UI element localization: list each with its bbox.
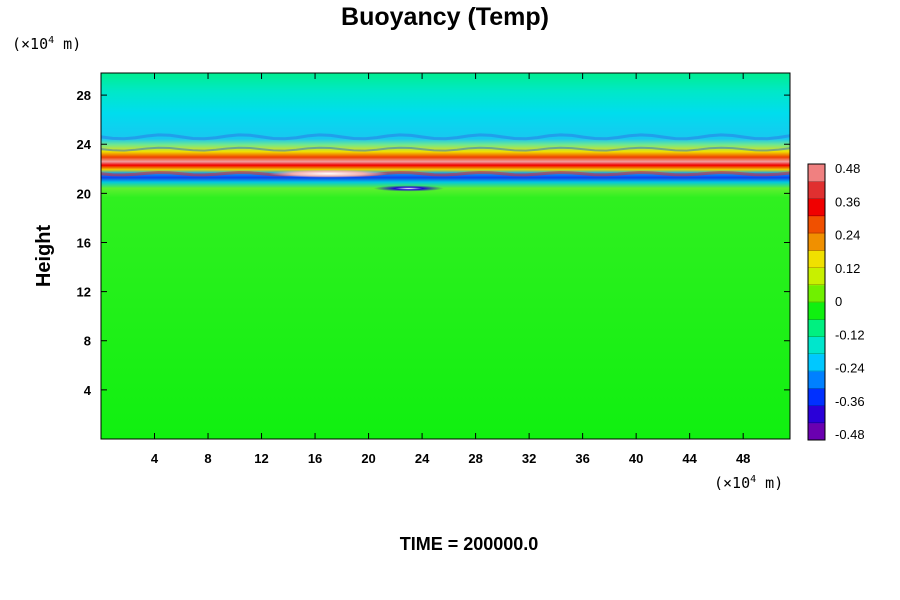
colorbar: 0.48 0.36 0.24 0.12 0 -0.12 -0.24 -0.36 -0.48 (807, 161, 865, 442)
upper-negative-streak (101, 146, 790, 152)
y-axis-title: Height (33, 225, 55, 288)
y-tick-label: 20 (77, 186, 91, 201)
y-tick-label: 12 (77, 285, 91, 300)
colorbar-swatch (808, 233, 825, 251)
x-tick-label: 32 (522, 451, 536, 466)
colorbar-swatch (808, 371, 825, 389)
time-label: TIME = 200000.0 (400, 534, 539, 554)
y-tick-label: 4 (84, 383, 92, 398)
colorbar-swatch (808, 284, 825, 303)
colorbar-tick-label: 0.48 (835, 161, 860, 176)
x-tick-label: 44 (682, 451, 697, 466)
colorbar-tick-label: 0 (835, 294, 842, 309)
x-tick-label: 16 (308, 451, 322, 466)
y-tick-label: 24 (77, 137, 92, 152)
colorbar-tick-label: -0.36 (835, 394, 865, 409)
colorbar-swatch (808, 422, 825, 441)
upper-negative-streak (101, 133, 790, 141)
hot-core (268, 169, 389, 178)
x-axis-unit-label: (×104 m) (714, 474, 783, 492)
x-tick-label: 12 (254, 451, 268, 466)
colorbar-tick-label: 0.24 (835, 228, 860, 243)
colorbar-swatch (808, 164, 825, 182)
colorbar-swatch (808, 336, 825, 355)
colorbar-swatch (808, 198, 825, 217)
y-axis: 4 8 12 16 20 24 28 (77, 88, 790, 398)
colorbar-frame (807, 163, 826, 441)
cold-core (373, 185, 444, 192)
x-tick-label: 40 (629, 451, 643, 466)
colorbar-swatch (808, 267, 825, 286)
colorbar-tick-label: -0.12 (835, 327, 865, 342)
y-tick-label: 16 (77, 235, 91, 250)
x-tick-label: 48 (736, 451, 750, 466)
y-tick-label: 28 (77, 88, 91, 103)
x-tick-label: 28 (468, 451, 482, 466)
y-tick-label: 8 (84, 334, 91, 349)
x-tick-label: 24 (415, 451, 430, 466)
x-tick-label: 4 (151, 451, 159, 466)
colorbar-swatch (808, 302, 825, 320)
colorbar-swatch (808, 181, 825, 199)
colorbar-swatch (808, 353, 825, 372)
colorbar-swatch (808, 215, 825, 234)
buoyancy-field (101, 73, 790, 439)
colorbar-swatch (808, 405, 825, 424)
colorbar-tick-label: 0.12 (835, 261, 860, 276)
colorbar-swatch (808, 319, 825, 337)
plot-frame (100, 72, 791, 440)
x-tick-label: 36 (575, 451, 589, 466)
colorbar-tick-label: 0.36 (835, 194, 860, 209)
plot-area (100, 72, 791, 440)
colorbar-swatch (808, 250, 825, 268)
colorbar-swatch (808, 388, 825, 406)
x-axis: 4 8 12 16 20 24 28 32 36 40 44 48 (151, 73, 750, 466)
colorbar-tick-label: -0.24 (835, 361, 865, 376)
positive-band-streak (101, 170, 790, 177)
y-axis-unit-label: (×104 m) (12, 35, 81, 53)
chart-title: Buoyancy (Temp) (341, 3, 549, 31)
colorbar-tick-label: -0.48 (835, 427, 865, 442)
x-tick-label: 8 (204, 451, 211, 466)
x-tick-label: 20 (361, 451, 375, 466)
